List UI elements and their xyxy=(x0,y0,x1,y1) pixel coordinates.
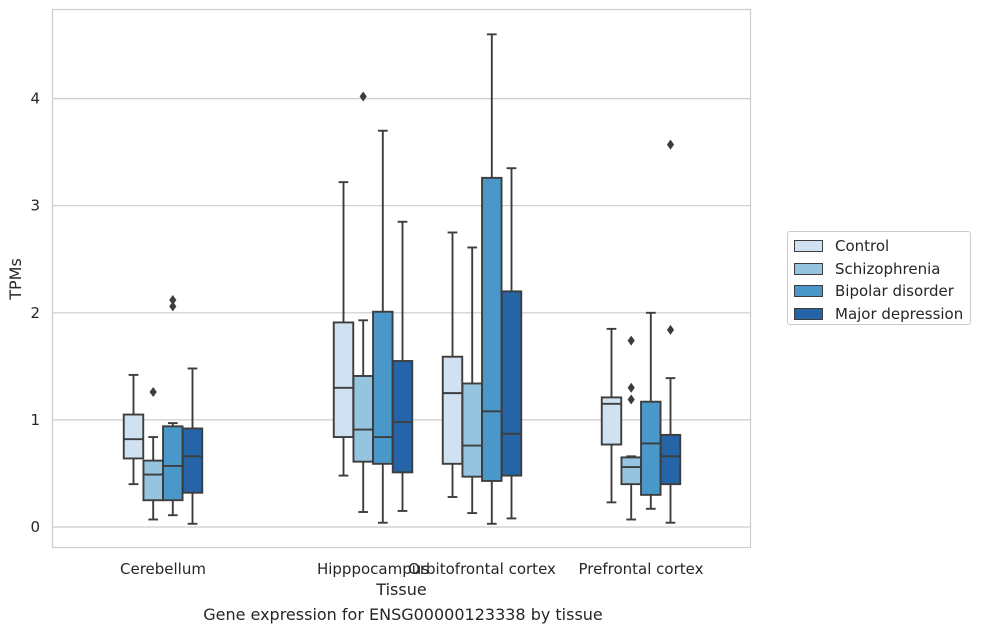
legend-label: Control xyxy=(835,237,890,256)
y-tick-label: 1 xyxy=(30,411,40,429)
x-axis-label: Tissue xyxy=(375,580,426,599)
x-tick-label: Prefrontal cortex xyxy=(579,560,704,578)
box-element xyxy=(659,139,682,524)
iqr-box xyxy=(181,427,204,494)
box-element xyxy=(461,246,483,515)
iqr-box xyxy=(461,382,483,478)
chart-caption: Gene expression for ENSG00000123338 by t… xyxy=(203,605,603,624)
box-element xyxy=(441,231,464,498)
x-tick-label: Orbitofrontal cortex xyxy=(408,560,556,578)
outlier-point xyxy=(627,382,635,393)
series-schizophrenia xyxy=(142,91,642,521)
y-tick-label: 0 xyxy=(30,518,40,536)
series-control xyxy=(122,181,623,504)
y-tick-label: 3 xyxy=(30,197,40,215)
x-tick-label: Hipppocampus xyxy=(317,560,429,578)
legend-swatch xyxy=(794,240,823,253)
iqr-box xyxy=(122,413,145,460)
outlier-point xyxy=(359,91,367,102)
box-element xyxy=(391,220,414,512)
outlier-point xyxy=(149,387,157,398)
y-tick-labels: 0 1 2 3 4 xyxy=(30,90,40,536)
legend-item: Bipolar disorder xyxy=(794,280,970,303)
iqr-box xyxy=(481,176,503,482)
legend-swatch xyxy=(794,262,823,275)
box-element xyxy=(142,387,164,521)
legend-swatch xyxy=(794,285,823,298)
y-tick-label: 4 xyxy=(30,90,40,108)
iqr-box xyxy=(352,375,374,463)
iqr-box xyxy=(391,360,414,474)
outlier-point xyxy=(169,301,177,312)
box-element xyxy=(181,367,204,525)
outlier-point xyxy=(666,324,675,335)
series-bipolar-disorder xyxy=(162,33,662,525)
iqr-box xyxy=(162,425,184,502)
iqr-box xyxy=(142,459,164,502)
legend-swatch xyxy=(794,307,823,320)
outlier-point xyxy=(627,335,635,346)
outlier-point xyxy=(169,294,177,305)
y-tick-label: 2 xyxy=(30,304,40,322)
iqr-box xyxy=(640,400,662,496)
iqr-box xyxy=(500,290,523,477)
iqr-box xyxy=(372,310,394,465)
legend-item: Control xyxy=(794,235,970,258)
iqr-box xyxy=(620,456,642,486)
box-element xyxy=(352,91,374,513)
y-axis-label: TPMs xyxy=(6,258,25,301)
legend-item: Major depression xyxy=(794,303,970,326)
box-element xyxy=(620,335,642,521)
box-plot-series xyxy=(122,33,682,525)
legend: Control Schizophrenia Bipolar disorder Majo… xyxy=(787,231,971,325)
legend-label: Major depression xyxy=(835,304,964,323)
iqr-box xyxy=(332,321,355,438)
box-element xyxy=(640,311,662,510)
iqr-box xyxy=(659,433,682,486)
x-tick-label: Cerebellum xyxy=(120,560,206,578)
outlier-point xyxy=(666,139,675,150)
series-major-depression xyxy=(181,139,682,525)
box-element xyxy=(500,167,523,520)
box-element xyxy=(600,327,623,504)
iqr-box xyxy=(441,355,464,465)
legend-label: Bipolar disorder xyxy=(835,282,954,301)
outlier-point xyxy=(627,394,635,405)
legend-label: Schizophrenia xyxy=(835,259,941,278)
iqr-box xyxy=(600,396,623,446)
box-element xyxy=(122,373,145,486)
legend-item: Schizophrenia xyxy=(794,258,970,281)
box-element xyxy=(332,181,355,477)
box-element xyxy=(162,294,184,517)
